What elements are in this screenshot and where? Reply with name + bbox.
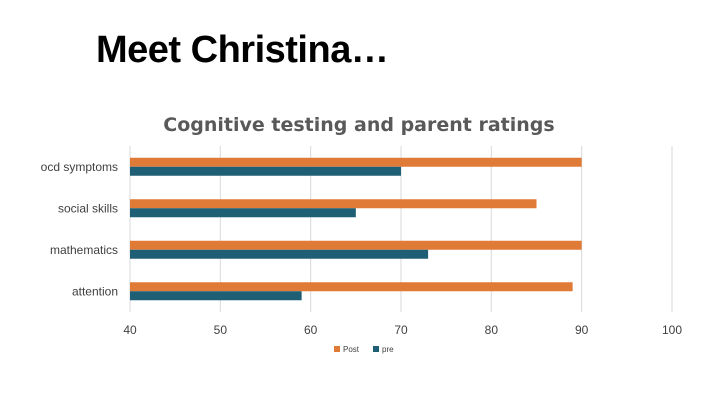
category-label: ocd symptoms bbox=[41, 160, 118, 174]
bar-pre-attention bbox=[130, 291, 302, 301]
category-label: attention bbox=[72, 284, 118, 298]
category-label: social skills bbox=[58, 201, 118, 215]
legend-label-post: Post bbox=[343, 345, 360, 354]
x-tick-label: 100 bbox=[662, 323, 682, 337]
bar-post-ocd-symptoms bbox=[130, 157, 582, 167]
bar-pre-ocd-symptoms bbox=[130, 166, 401, 176]
bar-post-mathematics bbox=[130, 240, 582, 250]
chart-title: Cognitive testing and parent ratings bbox=[163, 114, 554, 136]
bar-post-social-skills bbox=[130, 199, 537, 209]
slide-title: Meet Christina… bbox=[96, 29, 389, 71]
bar-pre-social-skills bbox=[130, 208, 356, 218]
legend-swatch-post bbox=[334, 346, 340, 352]
bar-pre-mathematics bbox=[130, 249, 429, 259]
legend-swatch-pre bbox=[373, 346, 379, 352]
category-label: mathematics bbox=[50, 243, 118, 257]
x-tick-label: 50 bbox=[214, 323, 228, 337]
x-tick-label: 70 bbox=[394, 323, 408, 337]
x-tick-label: 40 bbox=[123, 323, 137, 337]
x-tick-label: 80 bbox=[485, 323, 499, 337]
x-tick-label: 60 bbox=[304, 323, 318, 337]
bar-post-attention bbox=[130, 282, 573, 292]
legend-label-pre: pre bbox=[382, 345, 394, 354]
x-tick-label: 90 bbox=[575, 323, 589, 337]
